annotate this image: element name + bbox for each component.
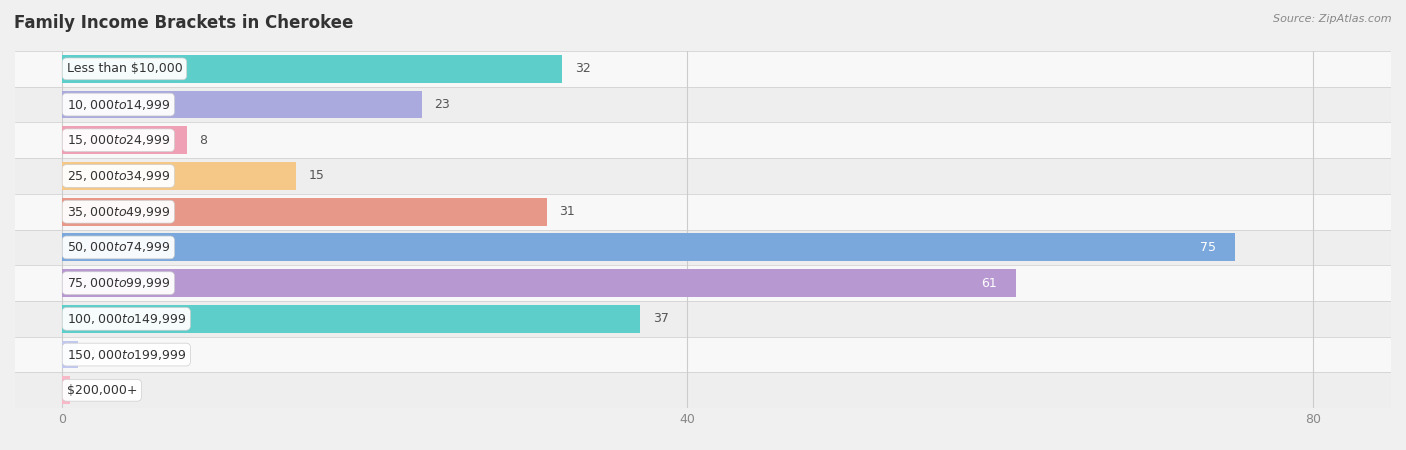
Bar <box>62 162 297 190</box>
Text: Family Income Brackets in Cherokee: Family Income Brackets in Cherokee <box>14 14 353 32</box>
Text: 31: 31 <box>560 205 575 218</box>
Text: Source: ZipAtlas.com: Source: ZipAtlas.com <box>1274 14 1392 23</box>
Bar <box>15 158 1391 194</box>
Text: $200,000+: $200,000+ <box>66 384 138 397</box>
Text: 61: 61 <box>981 277 997 290</box>
Text: $150,000 to $199,999: $150,000 to $199,999 <box>66 347 186 361</box>
Bar <box>62 269 1015 297</box>
Bar <box>15 194 1391 230</box>
Text: $15,000 to $24,999: $15,000 to $24,999 <box>66 133 170 147</box>
Text: 0: 0 <box>82 384 90 397</box>
Text: 15: 15 <box>309 170 325 183</box>
Bar <box>62 234 1234 261</box>
Bar <box>15 87 1391 122</box>
Bar <box>62 90 422 118</box>
Text: 37: 37 <box>652 312 669 325</box>
Bar <box>15 230 1391 266</box>
Text: 75: 75 <box>1199 241 1216 254</box>
Bar <box>15 337 1391 373</box>
Text: 8: 8 <box>200 134 208 147</box>
Text: $35,000 to $49,999: $35,000 to $49,999 <box>66 205 170 219</box>
Bar <box>62 305 641 333</box>
Bar <box>15 51 1391 87</box>
Text: $100,000 to $149,999: $100,000 to $149,999 <box>66 312 186 326</box>
Bar <box>15 266 1391 301</box>
Text: 23: 23 <box>434 98 450 111</box>
Bar <box>15 301 1391 337</box>
Text: 32: 32 <box>575 63 591 75</box>
Text: $10,000 to $14,999: $10,000 to $14,999 <box>66 98 170 112</box>
Text: Less than $10,000: Less than $10,000 <box>66 63 183 75</box>
Text: $75,000 to $99,999: $75,000 to $99,999 <box>66 276 170 290</box>
Bar <box>62 55 562 83</box>
Bar <box>62 126 187 154</box>
Bar <box>15 122 1391 158</box>
Bar <box>62 376 70 404</box>
Bar <box>15 373 1391 408</box>
Bar <box>62 341 77 369</box>
Text: 1: 1 <box>90 348 98 361</box>
Text: $25,000 to $34,999: $25,000 to $34,999 <box>66 169 170 183</box>
Bar <box>62 198 547 225</box>
Text: $50,000 to $74,999: $50,000 to $74,999 <box>66 240 170 254</box>
